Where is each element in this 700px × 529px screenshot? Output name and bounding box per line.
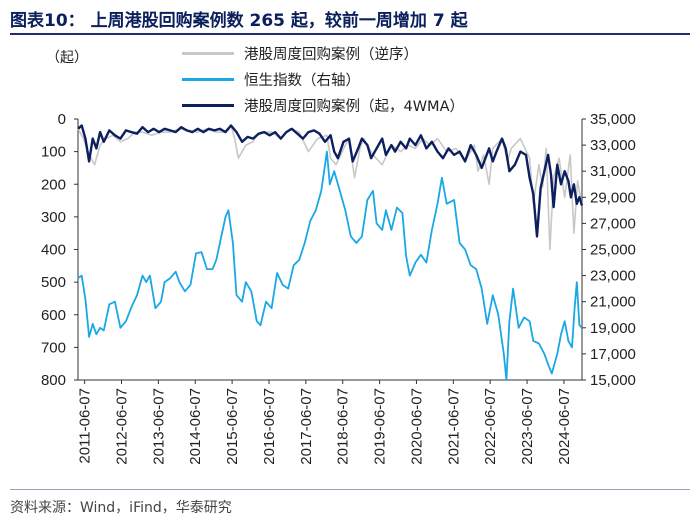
right-tick-label: 35,000 [590,111,636,128]
title-underline [10,33,690,35]
left-tick-label: 400 [41,242,66,259]
right-tick-label: 15,000 [590,372,636,389]
x-tick-label: 2020-06-07 [408,388,425,465]
right-tick-label: 23,000 [590,268,636,285]
right-tick-label: 27,000 [590,215,636,232]
left-tick-label: 800 [41,372,66,389]
right-tick-label: 25,000 [590,242,636,259]
legend-label-weekly: 港股周度回购案例（逆序） [244,46,418,63]
right-tick-label: 29,000 [590,189,636,206]
x-tick-label: 2021-06-07 [445,388,462,465]
legend-swatch-hsi [182,77,234,81]
chart-title: 图表10： 上周港股回购案例数 265 起，较前一周增加 7 起 [10,11,468,31]
legend-label-hsi: 恒生指数（右轴） [244,72,360,89]
hsi-line [77,150,583,381]
right-tick-label: 33,000 [590,137,636,154]
x-tick-label: 2023-06-07 [519,388,536,465]
x-tick-label: 2019-06-07 [372,388,389,465]
source-divider [10,489,690,490]
x-tick-label: 2018-06-07 [335,388,352,465]
x-tick-label: 2011-06-07 [77,388,94,464]
legend-label-wma: 港股周度回购案例（起，4WMA） [244,98,464,115]
legend-swatch-weekly [182,51,234,55]
legend-swatch-wma [182,103,234,107]
x-tick-label: 2017-06-07 [298,388,315,465]
x-tick-label: 2015-06-07 [224,388,241,465]
left-tick-label: 600 [41,307,66,324]
weekly-buyback-line [77,124,583,251]
x-tick-label: 2016-06-07 [261,388,278,465]
left-tick-label: 300 [41,209,66,226]
right-tick-label: 31,000 [590,163,636,180]
x-tick-label: 2013-06-07 [150,388,167,465]
source-note: 资料来源：Wind，iFind，华泰研究 [10,500,232,516]
x-tick-label: 2024-06-07 [556,388,573,465]
x-tick-label: 2014-06-07 [187,388,204,465]
x-tick-label: 2012-06-07 [114,388,131,465]
left-tick-label: 100 [41,144,66,161]
left-tick-label: 200 [41,176,66,193]
legend-item-hsi: 恒生指数（右轴） [182,66,464,92]
right-tick-label: 19,000 [590,320,636,337]
left-axis-unit: （起） [46,50,88,66]
x-tick-label: 2022-06-07 [482,388,499,465]
legend-item-wma: 港股周度回购案例（起，4WMA） [182,92,464,118]
left-tick-label: 700 [41,339,66,356]
left-tick-label: 0 [58,111,66,128]
buyback-4wma-line [77,124,584,238]
legend: 港股周度回购案例（逆序） 恒生指数（右轴） 港股周度回购案例（起，4WMA） [182,40,464,118]
right-tick-label: 17,000 [590,346,636,363]
left-tick-label: 500 [41,274,66,291]
right-tick-label: 21,000 [590,294,636,311]
legend-item-weekly: 港股周度回购案例（逆序） [182,40,464,66]
